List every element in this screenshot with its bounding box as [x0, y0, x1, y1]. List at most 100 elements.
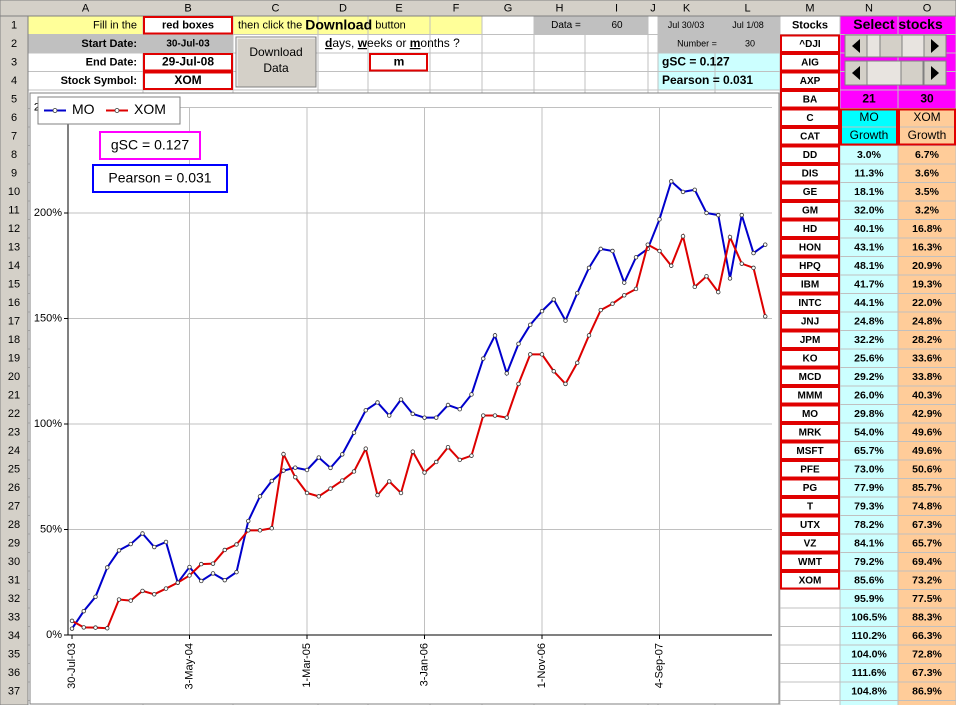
- point: [528, 322, 533, 328]
- instruction: then click the Download button: [238, 16, 406, 32]
- mo-growth: 106.5%: [851, 611, 887, 623]
- y-tick-label: 100%: [34, 418, 62, 430]
- xom-growth: 3.5%: [915, 186, 940, 198]
- point: [128, 598, 133, 603]
- xom-growth: 72.8%: [912, 648, 942, 660]
- point: [163, 539, 169, 545]
- prompt-part: d: [325, 36, 332, 50]
- column-header: I: [615, 2, 618, 14]
- instruction-part: button: [375, 19, 406, 31]
- cell-text: Jul 1/08: [732, 20, 764, 30]
- point: [81, 625, 86, 630]
- stock-symbol: PG: [803, 483, 818, 494]
- annotation: Pearson = 0.031: [108, 170, 211, 186]
- stock-symbol: IBM: [801, 280, 819, 291]
- point: [598, 246, 603, 252]
- point: [586, 265, 592, 271]
- point: [304, 467, 310, 473]
- period-input[interactable]: [369, 53, 428, 72]
- point: [492, 333, 498, 338]
- xom-growth: 73.2%: [912, 574, 942, 586]
- point: [340, 478, 345, 483]
- x-tick-label: 30-Jul-03: [66, 643, 78, 689]
- row-header: 21: [8, 389, 20, 401]
- mo-growth: 85.6%: [854, 574, 884, 586]
- column-header: C: [272, 2, 280, 14]
- point: [716, 289, 721, 295]
- scroll-thumb[interactable]: [900, 60, 924, 86]
- cell-text: Number =: [677, 38, 717, 48]
- stock-symbol: INTC: [798, 298, 821, 309]
- point: [422, 470, 427, 475]
- cell-fill: [233, 16, 482, 35]
- xom-growth: 33.6%: [912, 352, 942, 364]
- row-header: 32: [8, 593, 20, 605]
- symbol-input[interactable]: [143, 71, 233, 90]
- cell-text: 21: [862, 92, 876, 106]
- cell-fill: [534, 16, 648, 35]
- row-header: 37: [8, 685, 20, 697]
- row-header: 20: [8, 371, 20, 383]
- scroll-thumb[interactable]: [879, 34, 903, 58]
- point: [727, 276, 733, 281]
- point: [692, 187, 697, 192]
- column-header: L: [744, 2, 750, 14]
- row-header: 22: [8, 408, 20, 420]
- xom-growth: 40.3%: [912, 389, 942, 401]
- point: [257, 528, 263, 533]
- scrollbar[interactable]: [844, 34, 947, 58]
- mo-growth: 40.1%: [854, 223, 884, 235]
- point: [81, 608, 86, 614]
- cell-text: XOM: [174, 73, 201, 87]
- row-header: 13: [8, 241, 20, 253]
- stock-symbol: T: [807, 502, 813, 513]
- row-header: 27: [8, 500, 20, 512]
- mo-growth: 18.1%: [854, 186, 884, 198]
- cell-fill: [840, 145, 898, 705]
- stock-symbol: GM: [802, 206, 818, 217]
- mo-growth: 65.7%: [854, 445, 884, 457]
- end-date-input[interactable]: [143, 53, 233, 72]
- legend-marker: [114, 108, 120, 113]
- point: [199, 578, 204, 584]
- stock-symbol: WMT: [798, 557, 822, 568]
- button-label: Download: [249, 45, 302, 59]
- stock-cell: [780, 552, 840, 571]
- download-button[interactable]: [235, 36, 317, 88]
- row-header: 24: [8, 445, 20, 457]
- cell-text: Pearson = 0.031: [662, 73, 753, 87]
- column-header: H: [556, 2, 564, 14]
- stock-symbol: BA: [803, 95, 817, 106]
- xom-growth: 20.9%: [912, 260, 942, 272]
- legend-marker: [52, 108, 58, 113]
- xom-growth: 74.8%: [912, 500, 942, 512]
- stock-symbol: GE: [803, 187, 818, 198]
- y-tick-label: 200%: [34, 207, 62, 219]
- mo-growth: 24.8%: [854, 315, 884, 327]
- point: [716, 212, 721, 218]
- row-header: 2: [11, 38, 17, 50]
- xom-growth: 67.3%: [912, 519, 942, 531]
- point: [210, 571, 216, 576]
- arrow: [931, 66, 939, 80]
- point: [563, 381, 568, 387]
- scrollbar[interactable]: [844, 60, 947, 86]
- point: [610, 248, 615, 254]
- mo-growth: 77.9%: [854, 482, 884, 494]
- x-tick-label: 3-May-04: [183, 643, 195, 689]
- row-header: 12: [8, 223, 20, 235]
- point: [328, 465, 333, 471]
- column-header: G: [504, 2, 513, 14]
- point: [140, 588, 145, 594]
- point: [246, 528, 251, 533]
- stock-cell: [780, 201, 840, 220]
- row-header: 17: [8, 315, 20, 327]
- column-header: A: [82, 2, 90, 14]
- xom-growth: 86.9%: [912, 685, 942, 697]
- stock-cell: [780, 293, 840, 312]
- stock-cell: [780, 478, 840, 497]
- column-header: J: [650, 2, 656, 14]
- annotation-box: [92, 164, 228, 193]
- point: [163, 586, 169, 591]
